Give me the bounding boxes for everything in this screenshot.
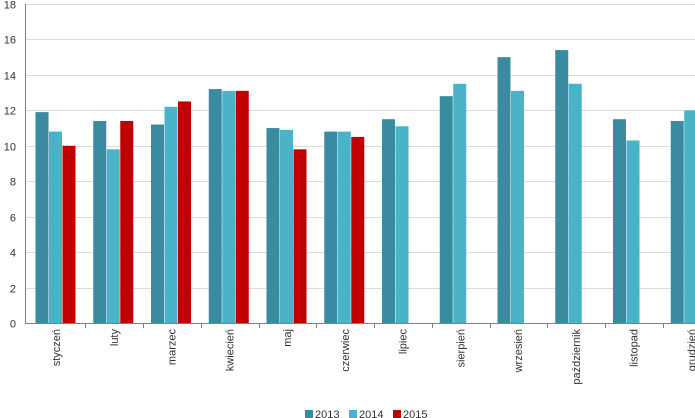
y-tick-label: 2 <box>10 284 16 296</box>
bar-2015-0 <box>62 145 76 323</box>
x-category-label: sierpień <box>455 329 467 368</box>
legend-label-2015: 2015 <box>403 409 427 418</box>
y-tick-label: 16 <box>4 35 16 47</box>
bar-2014-3 <box>222 90 236 323</box>
y-tick-label: 8 <box>10 177 16 189</box>
x-category-label: marzec <box>167 329 179 366</box>
legend-label-2013: 2013 <box>315 409 339 418</box>
bar-2015-3 <box>235 90 249 323</box>
bar-2015-5 <box>351 136 365 323</box>
bar-2013-0 <box>35 112 49 323</box>
axes <box>25 4 695 328</box>
bar-2014-10 <box>626 140 640 323</box>
y-tick-label: 18 <box>4 0 16 12</box>
x-category-label: lipiec <box>398 329 410 355</box>
bar-2014-0 <box>49 131 62 323</box>
bars <box>35 50 695 324</box>
bar-2013-3 <box>208 89 222 323</box>
bar-2014-8 <box>511 90 524 323</box>
x-category-label: styczeń <box>51 329 63 366</box>
legend-swatch-2013 <box>305 410 313 418</box>
x-category-label: grudzień <box>686 329 695 371</box>
legend-label-2014: 2014 <box>359 409 383 418</box>
x-category-label: listopad <box>629 329 641 367</box>
bar-2013-8 <box>497 57 511 324</box>
bar-2014-4 <box>280 129 293 323</box>
bar-2014-1 <box>106 149 120 323</box>
y-axis-ticks: 0 2 4 6 8 10 12 14 16 18 <box>4 0 16 331</box>
y-tick-label: 14 <box>4 71 16 83</box>
bar-2015-1 <box>120 120 134 323</box>
bar-2013-5 <box>324 131 338 323</box>
bar-2013-6 <box>382 119 395 323</box>
bar-2015-2 <box>178 101 191 323</box>
y-tick-label: 4 <box>10 248 16 260</box>
y-tick-label: 10 <box>4 142 16 154</box>
x-category-label: czerwiec <box>340 329 352 372</box>
bar-2013-2 <box>151 124 164 323</box>
bar-2014-11 <box>684 110 695 323</box>
bar-2014-9 <box>568 83 582 323</box>
x-category-label: luty <box>109 329 121 347</box>
y-tick-label: 12 <box>4 106 16 118</box>
legend-swatch-2015 <box>393 410 401 418</box>
bar-2014-6 <box>395 126 409 324</box>
bar-2015-4 <box>293 149 307 323</box>
bar-2013-10 <box>613 119 626 323</box>
bar-2013-7 <box>439 96 453 324</box>
y-tick-label: 6 <box>10 213 16 225</box>
x-category-label: maj <box>282 329 294 347</box>
y-tick-label: 0 <box>10 319 16 331</box>
x-category-label: wrzesień <box>513 329 525 373</box>
x-category-label: październik <box>571 329 583 385</box>
bar-2013-4 <box>266 128 280 323</box>
legend-swatch-2014 <box>349 410 357 418</box>
bar-2014-7 <box>453 83 467 323</box>
x-axis-categories: styczeń luty marzec kwiecień maj czerwiec lipi… <box>51 329 695 385</box>
bar-2014-2 <box>164 106 178 324</box>
bar-2014-5 <box>337 131 351 323</box>
bar-2013-9 <box>555 50 569 323</box>
legend: 2013 2014 2015 <box>305 409 427 418</box>
bar-2013-11 <box>670 120 684 323</box>
x-category-label: kwiecień <box>224 329 236 371</box>
bar-2013-1 <box>93 120 107 323</box>
